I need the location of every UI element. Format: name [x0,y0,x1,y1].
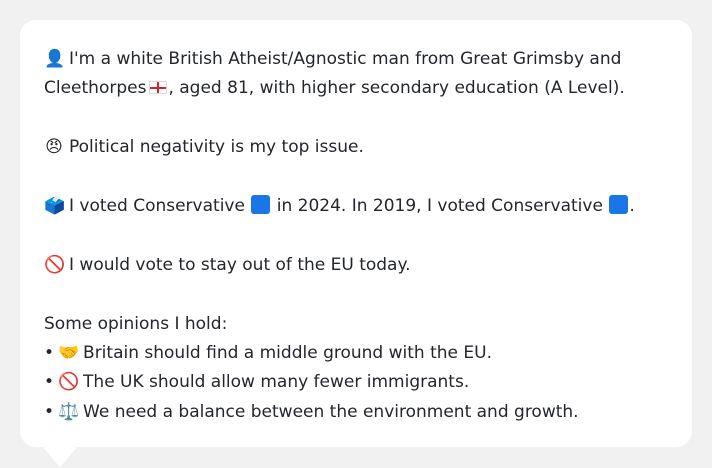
top-issue-line: 😠 Political negativity is my top issue. [44,133,668,162]
persona-message-bubble: 👤 I'm a white British Atheist/Agnostic ma… [20,20,692,447]
eu-stance-line: 🚫 I would vote to stay out of the EU toda… [44,251,668,280]
vote-text-3: . [629,195,635,216]
person-icon: 👤 [44,49,66,69]
balance-scale-icon: ⚖️ [58,401,80,422]
bullet: • [44,401,55,422]
opinion-text: Britain should find a middle ground with… [83,342,492,363]
prohibited-icon: 🚫 [44,254,66,275]
intro-line: 👤 I'm a white British Atheist/Agnostic ma… [44,45,668,74]
opinion-text: We need a balance between the environmen… [83,401,579,422]
bubble-tail [42,446,78,467]
ballot-box-icon: 🗳️ [44,195,66,216]
opinions-heading: Some opinions I hold: [44,313,228,334]
intro-line-continued: Cleethorpes , aged 81, with higher second… [44,74,668,103]
party-square-icon [609,194,629,214]
handshake-icon: 🤝 [58,342,80,363]
angry-face-icon: 😠 [45,137,63,158]
eu-stance-text: I would vote to stay out of the EU today… [69,254,411,275]
vote-text-2: in 2024. In 2019, I voted Conservative [276,195,603,216]
vote-text-1: I voted Conservative [69,195,245,216]
list-item: • ⚖️ We need a balance between the environ… [44,398,668,427]
vote-history-line: 🗳️ I voted Conservative in 2024. In 2019,… [44,192,668,221]
bullet: • [44,372,55,393]
top-issue-text: Political negativity is my top issue. [69,137,364,158]
england-flag-icon [149,81,168,95]
intro-age-education: , aged 81, with higher secondary educati… [168,78,625,99]
prohibited-icon: 🚫 [58,372,80,393]
intro-place-tail: Cleethorpes [44,78,147,99]
bullet: • [44,342,55,363]
party-square-icon [251,194,271,214]
list-item: • 🚫 The UK should allow many fewer immigra… [44,368,668,397]
intro-text: I'm a white British Atheist/Agnostic man… [69,49,622,69]
opinion-text: The UK should allow many fewer immigrant… [83,372,470,393]
list-item: • 🤝 Britain should find a middle ground wi… [44,339,668,368]
